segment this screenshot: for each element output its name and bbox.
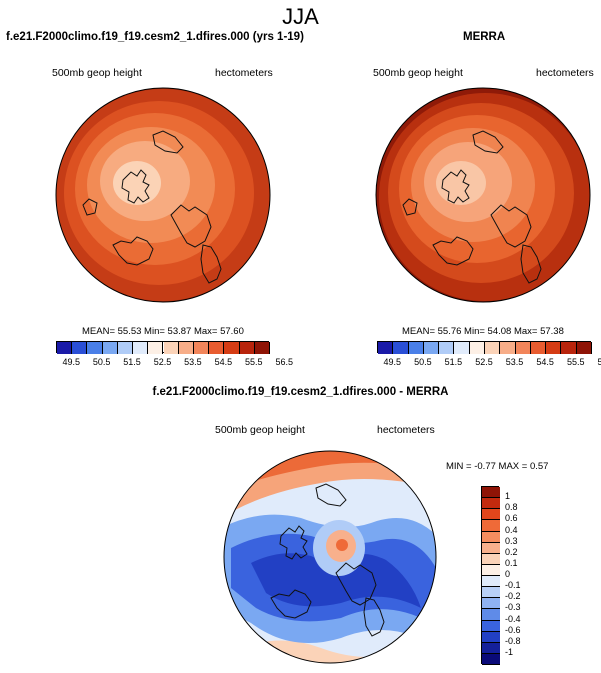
colorbar-swatch bbox=[133, 342, 149, 354]
colorbar-tick-label: 54.5 bbox=[536, 357, 554, 367]
colorbar-tick-label: -0.4 bbox=[505, 613, 521, 624]
colorbar-swatch bbox=[239, 342, 255, 354]
obs-panel-title: MERRA bbox=[463, 31, 506, 43]
colorbar-tick-label: 0.8 bbox=[505, 502, 518, 513]
model-colorbar bbox=[56, 341, 270, 354]
colorbar-tick-label: 49.5 bbox=[383, 357, 402, 367]
colorbar-swatch bbox=[530, 342, 547, 354]
colorbar-tick-label: 49.5 bbox=[62, 357, 80, 367]
colorbar-tick-label: 0.6 bbox=[505, 513, 518, 524]
colorbar-swatch bbox=[72, 342, 88, 354]
colorbar-tick-label: 51.5 bbox=[444, 357, 463, 367]
obs-colorbar bbox=[377, 341, 592, 354]
colorbar-tick-label: 55.5 bbox=[245, 357, 263, 367]
diff-colorbar-ticks: 1 0.8 0.6 0.4 0.3 0.2 0.1 0 -0.1 -0.2 -0.3 -0.4 -0.6… bbox=[505, 486, 545, 664]
colorbar-swatch bbox=[482, 587, 500, 599]
colorbar-tick-label: 52.5 bbox=[153, 357, 172, 367]
colorbar-swatch bbox=[515, 342, 531, 354]
colorbar-swatch bbox=[482, 609, 500, 621]
colorbar-swatch bbox=[482, 631, 500, 643]
colorbar-swatch bbox=[393, 342, 409, 354]
colorbar-tick-label: 52.5 bbox=[475, 357, 493, 367]
colorbar-swatch bbox=[148, 342, 164, 354]
colorbar-swatch bbox=[57, 342, 73, 354]
colorbar-swatch bbox=[102, 342, 118, 354]
colorbar-swatch bbox=[482, 542, 500, 554]
colorbar-swatch bbox=[482, 653, 500, 665]
model-polar-map bbox=[55, 87, 271, 303]
model-stats: MEAN= 55.53 Min= 53.87 Max= 57.60 bbox=[82, 326, 244, 337]
colorbar-tick-label: 1 bbox=[505, 491, 511, 502]
colorbar-tick-label: 54.5 bbox=[214, 357, 233, 367]
colorbar-tick-label: -0.8 bbox=[505, 635, 521, 646]
colorbar-tick-label: 0.4 bbox=[505, 524, 518, 535]
colorbar-tick-label: 0 bbox=[505, 569, 511, 579]
colorbar-tick-label: -0.1 bbox=[505, 580, 521, 591]
colorbar-tick-label: -0.6 bbox=[505, 624, 521, 635]
colorbar-swatch bbox=[439, 342, 455, 354]
colorbar-swatch bbox=[469, 342, 485, 354]
obs-field-label: 500mb geop height bbox=[373, 67, 463, 79]
diff-field-label: 500mb geop height bbox=[215, 424, 305, 436]
colorbar-swatch bbox=[482, 509, 500, 521]
colorbar-swatch bbox=[209, 342, 225, 354]
colorbar-swatch bbox=[482, 553, 500, 565]
colorbar-swatch bbox=[485, 342, 501, 354]
colorbar-swatch bbox=[87, 342, 103, 354]
model-units-label: hectometers bbox=[215, 67, 273, 79]
colorbar-tick-label: 51.5 bbox=[123, 357, 141, 367]
colorbar-swatch bbox=[482, 487, 500, 499]
colorbar-swatch bbox=[482, 620, 500, 632]
colorbar-tick-label: -0.3 bbox=[505, 602, 521, 613]
colorbar-swatch bbox=[224, 342, 240, 354]
colorbar-tick-label: 55.5 bbox=[566, 357, 585, 367]
colorbar-swatch bbox=[454, 342, 470, 354]
model-panel-title: f.e21.F2000climo.f19_f19.cesm2_1.dfires.… bbox=[6, 31, 304, 43]
colorbar-tick-label: 50.5 bbox=[414, 357, 432, 367]
obs-colorbar-ticks: 49.5 50.5 51.5 52.5 53.5 54.5 55.5 56.5 bbox=[377, 357, 601, 369]
obs-stats: MEAN= 55.76 Min= 54.08 Max= 57.38 bbox=[402, 326, 564, 337]
model-colorbar-ticks: 49.5 50.5 51.5 52.5 53.5 54.5 55.5 56.5 bbox=[56, 357, 293, 369]
colorbar-swatch bbox=[482, 520, 500, 532]
colorbar-tick-label: 0.3 bbox=[505, 535, 518, 546]
colorbar-swatch bbox=[546, 342, 562, 354]
diff-colorbar bbox=[481, 486, 500, 665]
diff-stats: MIN = -0.77 MAX = 0.57 bbox=[446, 461, 549, 472]
season-title: JJA bbox=[282, 4, 319, 29]
obs-polar-map bbox=[375, 87, 591, 303]
colorbar-swatch bbox=[193, 342, 210, 354]
colorbar-swatch bbox=[482, 498, 500, 510]
colorbar-tick-label: -1 bbox=[505, 646, 514, 657]
diff-panel-title: f.e21.F2000climo.f19_f19.cesm2_1.dfires.… bbox=[152, 386, 449, 398]
colorbar-swatch bbox=[482, 598, 500, 610]
colorbar-swatch bbox=[423, 342, 440, 354]
colorbar-swatch bbox=[378, 342, 394, 354]
colorbar-swatch bbox=[482, 531, 500, 543]
colorbar-tick-label: 0.2 bbox=[505, 546, 518, 557]
diff-polar-map bbox=[223, 450, 437, 664]
colorbar-swatch bbox=[482, 564, 500, 576]
colorbar-swatch bbox=[178, 342, 194, 354]
colorbar-swatch bbox=[408, 342, 424, 354]
colorbar-swatch bbox=[576, 342, 592, 354]
colorbar-swatch bbox=[163, 342, 179, 354]
colorbar-tick-label: 53.5 bbox=[184, 357, 202, 367]
colorbar-swatch bbox=[561, 342, 577, 354]
colorbar-swatch bbox=[482, 576, 500, 588]
colorbar-tick-label: -0.2 bbox=[505, 591, 521, 602]
colorbar-tick-label: 56.5 bbox=[275, 357, 293, 367]
colorbar-tick-label: 53.5 bbox=[505, 357, 524, 367]
obs-units-label: hectometers bbox=[536, 67, 594, 79]
colorbar-swatch bbox=[254, 342, 270, 354]
colorbar-swatch bbox=[500, 342, 516, 354]
colorbar-tick-label: 0.1 bbox=[505, 557, 518, 568]
colorbar-tick-label: 50.5 bbox=[92, 357, 111, 367]
diff-units-label: hectometers bbox=[377, 424, 435, 436]
colorbar-swatch bbox=[117, 342, 134, 354]
colorbar-swatch bbox=[482, 642, 500, 654]
colorbar-tick-label: 56.5 bbox=[597, 357, 601, 367]
model-field-label: 500mb geop height bbox=[52, 67, 142, 79]
